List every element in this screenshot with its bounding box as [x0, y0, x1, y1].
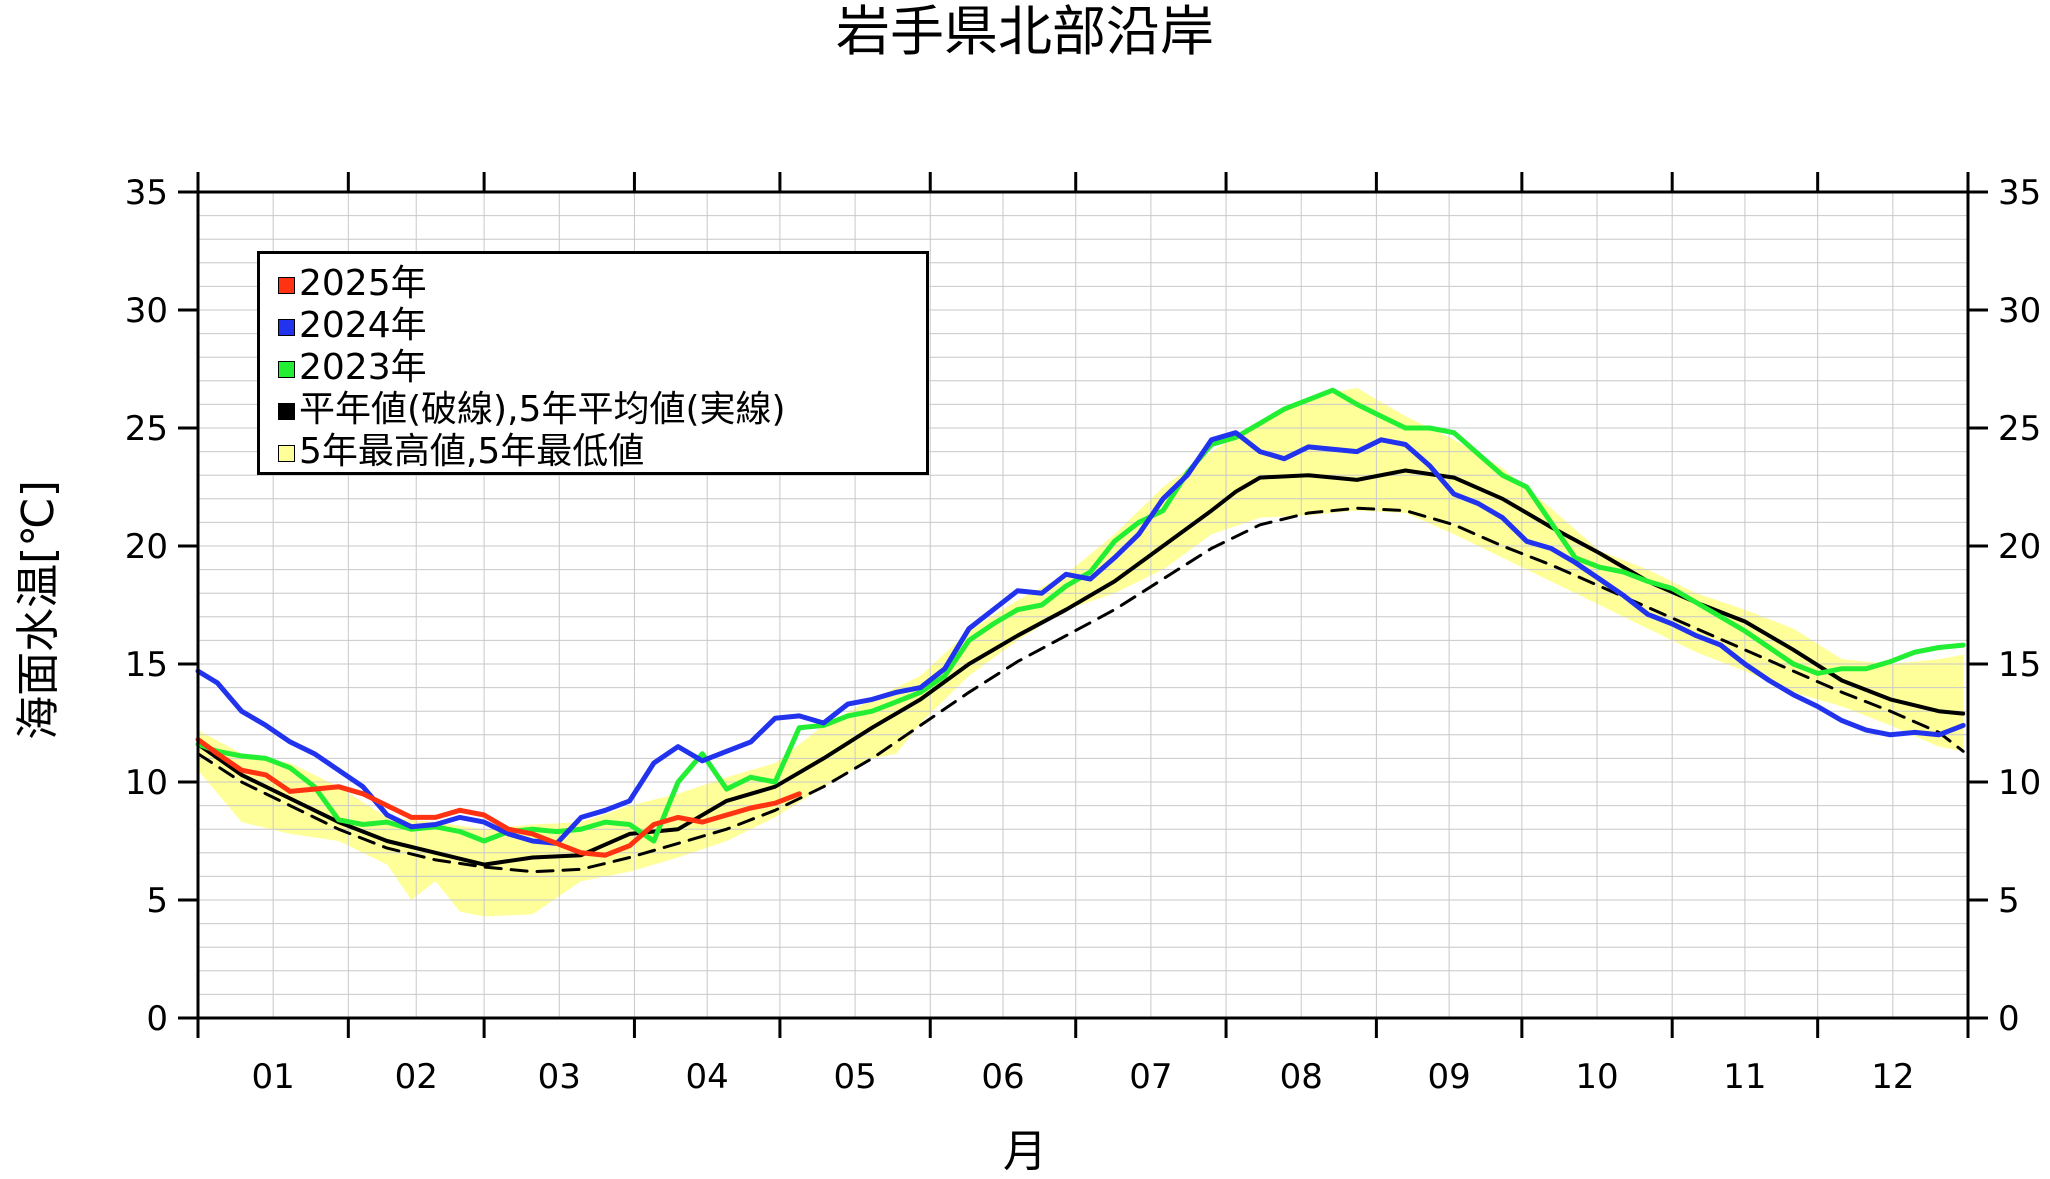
legend-item-2025: 2025年 — [278, 264, 427, 304]
x-tick-label: 07 — [1129, 1057, 1172, 1097]
legend-swatch-2024 — [278, 318, 295, 336]
y-tick-label-right: 35 — [1998, 173, 2041, 213]
y-tick-label-left: 15 — [125, 645, 168, 685]
legend: 2025年 2024年 2023年 平年値(破線),5年平均値(実線) 5年最高… — [257, 251, 929, 475]
series-line-平年値 — [196, 506, 1965, 874]
x-tick-label: 11 — [1723, 1057, 1766, 1097]
legend-swatch-normal-average — [278, 402, 295, 420]
chart-title: 岩手県北部沿岸 — [836, 0, 1214, 63]
x-tick-label: 09 — [1427, 1057, 1470, 1097]
x-tick-label: 10 — [1575, 1057, 1618, 1097]
y-tick-label-right: 25 — [1998, 409, 2041, 449]
x-tick-label: 08 — [1280, 1057, 1323, 1097]
x-tick-label: 02 — [395, 1057, 438, 1097]
y-tick-label-left: 25 — [125, 409, 168, 449]
y-tick-label-right: 30 — [1998, 291, 2041, 331]
y-tick-label-left: 30 — [125, 291, 168, 331]
legend-swatch-2025 — [278, 276, 295, 294]
legend-swatch-2023 — [278, 360, 295, 378]
legend-item-2024: 2024年 — [278, 306, 427, 346]
y-tick-label-left: 10 — [125, 763, 168, 803]
y-tick-label-right: 15 — [1998, 645, 2041, 685]
x-tick-label: 01 — [252, 1057, 295, 1097]
x-tick-label: 03 — [538, 1057, 581, 1097]
y-tick-label-left: 0 — [146, 999, 168, 1039]
y-tick-label-right: 5 — [1998, 881, 2020, 921]
y-tick-label-right: 0 — [1998, 999, 2020, 1039]
legend-item-normal-average: 平年値(破線),5年平均値(実線) — [278, 390, 786, 430]
x-tick-label: 04 — [686, 1057, 729, 1097]
y-tick-label-right: 10 — [1998, 763, 2041, 803]
series-line-2025年 — [195, 737, 802, 858]
x-tick-label: 05 — [833, 1057, 876, 1097]
x-tick-label: 12 — [1871, 1057, 1914, 1097]
y-tick-label-right: 20 — [1998, 527, 2041, 567]
legend-item-2023: 2023年 — [278, 348, 427, 388]
x-tick-label: 06 — [981, 1057, 1024, 1097]
legend-item-max-min: 5年最高値,5年最低値 — [278, 432, 644, 472]
y-tick-label-left: 20 — [125, 527, 168, 567]
y-tick-label-left: 35 — [125, 173, 168, 213]
y-tick-label-left: 5 — [146, 881, 168, 921]
legend-swatch-max-min — [278, 444, 295, 462]
series-line-2024年 — [195, 430, 1966, 846]
